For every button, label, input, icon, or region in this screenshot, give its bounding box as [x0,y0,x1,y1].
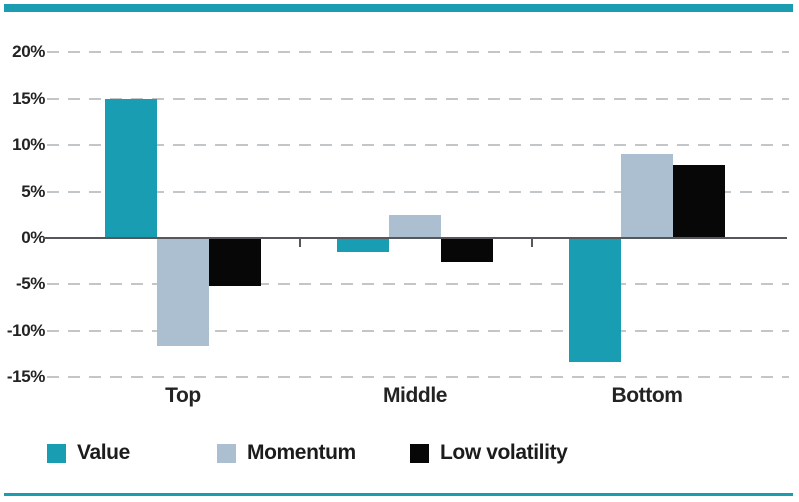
momentum-swatch-icon [217,443,236,463]
x-axis-category-label: Middle [382,384,448,407]
gridline [47,376,789,379]
gridline [47,51,789,54]
gridline [47,329,789,332]
y-axis-tick-label: 10% [12,135,45,155]
legend-label-momentum: Momentum [247,441,356,464]
axis-tick [531,238,533,247]
y-axis-tick-label: 0% [21,228,45,247]
x-axis-category-label: Top [165,384,201,407]
bar-momentum-bottom [621,154,673,238]
top-accent-rule [4,4,793,12]
y-axis-tick-label: -5% [15,274,45,294]
value-swatch-icon [47,443,66,463]
legend-item-value: Value [47,441,130,465]
bar-value-top [105,98,157,238]
gridline [47,283,789,286]
x-axis-category-label: Bottom [611,384,683,407]
y-axis-tick-label: 5% [21,181,45,201]
zero-baseline [43,237,787,239]
gridline [47,144,789,147]
y-axis-tick-label: 15% [12,88,45,108]
low-volatility-swatch-icon [410,443,429,463]
bar-momentum-top [157,238,209,346]
legend-item-low-volatility: Low volatility [410,441,568,465]
gridline [47,190,789,193]
bar-value-middle [337,238,389,252]
gridline [47,97,789,100]
axis-tick [299,238,301,247]
y-axis-tick-label: -10% [6,320,45,340]
legend-label-value: Value [77,441,130,464]
bar-value-bottom [569,238,621,363]
legend-item-momentum: Momentum [217,441,356,465]
bar-low-volatility-bottom [673,164,725,238]
y-axis-tick-label: 20% [12,42,45,62]
bar-low-volatility-middle [441,238,493,263]
legend-label-low-volatility: Low volatility [440,441,568,464]
bar-low-volatility-top [209,238,261,287]
y-axis-tick-label: -15% [6,367,45,387]
legend: Value Momentum Low volatility [0,441,799,465]
bottom-accent-rule [4,493,793,496]
bar-momentum-middle [389,214,441,238]
